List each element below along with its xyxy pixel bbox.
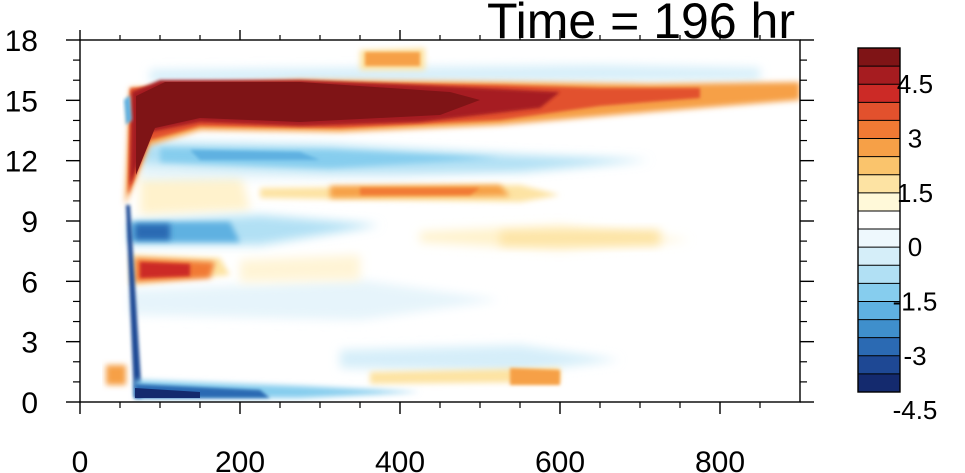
y-tick-label: 12	[5, 146, 38, 179]
colorbar-swatch	[858, 283, 900, 302]
colorbar-label: -3	[903, 341, 926, 371]
title-mask	[430, 40, 800, 56]
colorbar-label: 4.5	[897, 69, 933, 99]
chart-title: Time = 196 hr	[487, 0, 795, 49]
x-tick-label: 800	[695, 446, 745, 473]
negative-band-0	[135, 380, 420, 398]
positive-blob-left	[106, 365, 126, 385]
colorbar: 4.5 3 1.5 0 -1.5 -3 -4.5	[857, 47, 938, 425]
colorbar-label: -4.5	[893, 395, 938, 425]
faint-negative-blob	[340, 345, 620, 372]
y-tick-label: 3	[21, 327, 38, 360]
colorbar-swatch	[858, 102, 900, 121]
x-tick-label: 600	[535, 446, 585, 473]
negative-band-8	[130, 215, 380, 245]
colorbar-swatch	[858, 174, 900, 194]
faint-negative-blob	[150, 65, 760, 82]
colorbar-swatch	[858, 337, 900, 357]
colorbar-swatch	[858, 210, 900, 230]
colorbar-label: -1.5	[893, 286, 938, 316]
colorbar-frame	[857, 47, 901, 393]
heatmap-field	[106, 40, 800, 398]
positive-band-15	[125, 80, 800, 205]
negative-band-12	[140, 142, 650, 172]
faint-negative-blob	[130, 280, 500, 320]
negative-vertical-line	[126, 205, 142, 398]
colorbar-swatch	[858, 301, 900, 321]
colorbar-swatch	[858, 247, 900, 266]
colorbar-swatch	[858, 229, 900, 248]
positive-band-6	[130, 255, 230, 285]
x-tick-label: 0	[72, 446, 89, 473]
colorbar-swatch	[858, 66, 900, 85]
colorbar-label: 3	[908, 124, 922, 154]
colorbar-label: 1.5	[897, 178, 933, 208]
positive-blob-top	[365, 52, 420, 66]
colorbar-swatch	[858, 265, 900, 284]
colorbar-swatch	[858, 84, 900, 103]
colorbar-swatch	[858, 192, 900, 212]
colorbar-swatch	[858, 138, 900, 158]
x-tick-label: 200	[215, 446, 265, 473]
positive-blob-bottom	[510, 368, 560, 385]
colorbar-swatch	[858, 355, 900, 375]
colorbar-swatch	[858, 48, 900, 67]
colorbar-swatch	[858, 120, 900, 140]
faint-positive-blob	[240, 255, 360, 282]
positive-band-10	[260, 185, 560, 202]
axis-ticks	[66, 30, 814, 414]
x-tick-label: 400	[375, 446, 425, 473]
colorbar-swatch	[858, 373, 900, 393]
axis-tick-labels: 0 200 400 600 800 0 3 6 9 12 15 18	[5, 25, 745, 473]
negative-vertical-line	[124, 95, 132, 125]
positive-band-8	[420, 225, 690, 250]
plot-area: 0 200 400 600 800 0 3 6 9 12 15 18	[5, 25, 814, 473]
y-tick-label: 15	[5, 85, 38, 118]
y-tick-label: 0	[21, 387, 38, 420]
faint-positive-blob	[140, 170, 250, 215]
colorbar-swatch	[858, 156, 900, 176]
y-tick-label: 9	[21, 206, 38, 239]
colorbar-label: 0	[908, 232, 922, 262]
y-tick-label: 18	[5, 25, 38, 58]
y-tick-label: 6	[21, 266, 38, 299]
colorbar-swatch	[858, 319, 900, 339]
